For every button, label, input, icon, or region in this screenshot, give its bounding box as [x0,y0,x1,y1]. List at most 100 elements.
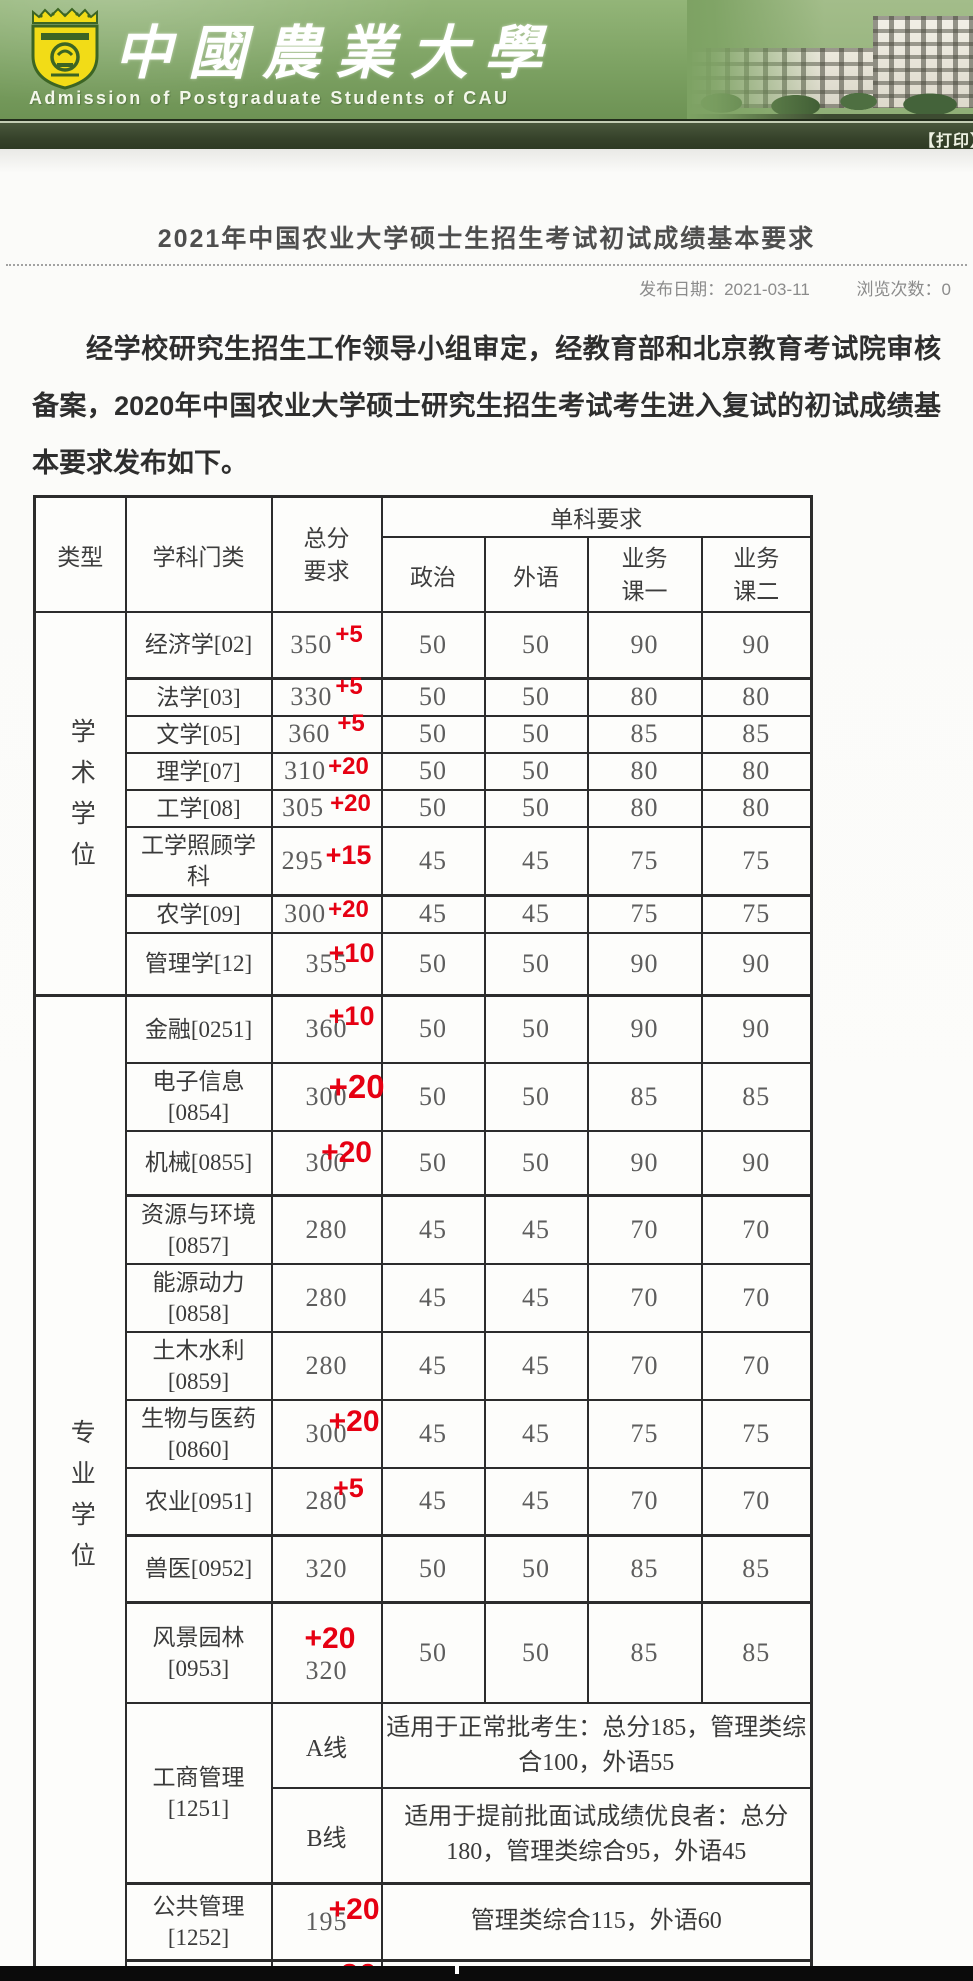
course1-score-cell: 90 [586,1129,703,1197]
header-course2: 业务课二 [700,536,813,613]
subject-cell: 资源与环境 [0857] [124,1194,273,1265]
politics-score-cell: 50 [380,751,486,791]
course2-score-cell: 90 [700,931,813,997]
university-logo-icon [27,7,103,91]
course2-score-cell: 70 [700,1331,813,1401]
subject-cell: 生物与医药 [0860] [124,1399,273,1469]
foreign-score-cell: 45 [483,825,589,896]
views-count: 浏览次数：0 [856,280,951,299]
course1-score-cell: 75 [586,1399,703,1469]
subject-cell: 农学[09] [124,893,273,934]
course1-score-cell: 80 [586,788,703,828]
header-foreign: 外语 [483,536,589,613]
foreign-score-cell: 50 [483,994,589,1064]
total-score-cell: +20 300 [270,1129,383,1197]
course2-score-cell: 80 [700,788,813,828]
requirement-cell: 适用于正常批考生：总分185，管理类综合100，外语55 [380,1702,813,1789]
foreign-score-cell: 50 [483,714,589,754]
total-score-cell: 360 +5 [270,710,383,754]
subject-cell: 土木水利 [0859] [124,1331,273,1401]
course1-score-cell: 85 [586,1533,703,1603]
subject-cell: 公共管理 [1252] [124,1881,273,1961]
politics-score-cell: 50 [380,1061,486,1132]
politics-score-cell: 50 [380,1600,486,1704]
header-discipline: 学科门类 [124,495,273,613]
foreign-score-cell: 50 [483,1533,589,1603]
page-title: 2021年中国农业大学硕士生招生考试初试成绩基本要求 [157,225,816,253]
course1-score-cell: 70 [586,1263,703,1333]
photo-fade [687,0,973,119]
total-score-cell: 300+20 [270,893,383,934]
politics-score-cell: 45 [380,893,486,934]
course1-score-cell: 70 [586,1331,703,1401]
foreign-score-cell: 45 [483,1467,589,1536]
course1-score-cell: 85 [586,1600,703,1704]
header-single: 单科要求 [380,495,813,538]
politics-score-cell: 50 [380,1129,486,1197]
total-score-cell: +20 195 [270,1881,383,1961]
course1-score-cell: 80 [586,751,703,791]
score-annotation: +20 [328,1892,380,1926]
course2-score-cell: 85 [700,714,813,754]
politics-score-cell: 45 [380,1399,486,1469]
total-score-cell: 280 [270,1194,383,1265]
total-score-cell: 305 +20 [270,788,383,828]
score-annotation: +10 [328,937,375,968]
foreign-score-cell: 50 [483,1600,589,1704]
bottom-bar [0,1966,973,1981]
subject-cell: 兽医[0952] [124,1533,273,1603]
course2-score-cell: 70 [700,1467,813,1536]
course1-score-cell: 85 [586,1061,703,1132]
course1-score-cell: 90 [586,994,703,1064]
course2-score-cell: 70 [700,1194,813,1265]
politics-score-cell: 50 [380,1533,486,1603]
foreign-score-cell: 45 [483,1263,589,1333]
score-annotation: +20 [328,1405,380,1438]
requirement-cell: 管理类综合115，外语60 [380,1881,813,1961]
foreign-score-cell: 50 [483,611,589,679]
course1-score-cell: 70 [586,1194,703,1265]
subject-cell: 金融[0251] [124,994,273,1064]
header-course1: 业务课一 [586,536,703,613]
course1-score-cell: 80 [586,676,703,717]
course2-score-cell: 90 [700,994,813,1064]
line-label-cell: B线 [270,1787,383,1884]
university-name: 中國農業大學 [114,21,559,86]
subject-cell: 法学[03] [124,676,273,717]
total-score-cell: 280 [270,1331,383,1401]
politics-score-cell: 45 [380,1263,486,1333]
total-score-cell: +10 360 [270,994,383,1064]
subject-cell: 管理学[12] [124,931,273,997]
course2-score-cell: 80 [700,676,813,717]
subject-cell: 经济学[02] [124,611,273,679]
score-annotation: +20 [304,1621,356,1655]
foreign-score-cell: 50 [483,751,589,791]
course1-score-cell: 70 [586,1467,703,1536]
score-annotation: +10 [328,1001,375,1031]
course2-score-cell: 90 [700,611,813,679]
subject-cell: 机械[0855] [124,1129,273,1197]
total-score-cell: +10 355 [270,931,383,997]
total-score-cell: 350 +5 [270,611,383,679]
course2-score-cell: 85 [700,1533,813,1603]
article: 2021年中国农业大学硕士生招生考试初试成绩基本要求 发布日期：2021-03-… [0,149,973,1981]
total-score-cell: +20 300 [270,1399,383,1469]
total-score-cell: +20 300 [270,1061,385,1132]
scores-table: 类型 学科门类 总分要求 单科要求 政治 外语 业务课一 业务课二 学术学位 经… [33,495,813,1981]
type-cell-professional: 专业学位 [33,994,127,1981]
course1-score-cell: 75 [586,893,703,934]
score-annotation: +20 [321,1135,372,1169]
score-annotation: +20 [328,1067,385,1105]
total-score-cell: +5 280 [270,1467,383,1536]
subject-cell: 工学照顾学科 [124,825,273,896]
print-button[interactable]: 【打印】 [918,133,973,149]
total-score-cell: +20 320 [270,1600,383,1704]
course2-score-cell: 75 [700,1399,813,1469]
foreign-score-cell: 45 [483,893,589,934]
foreign-score-cell: 50 [483,1129,589,1197]
course2-score-cell: 70 [700,1263,813,1333]
bottom-bar-notch [455,1966,459,1974]
course1-score-cell: 90 [586,931,703,997]
header-type: 类型 [33,495,127,613]
header-politics: 政治 [380,536,486,613]
